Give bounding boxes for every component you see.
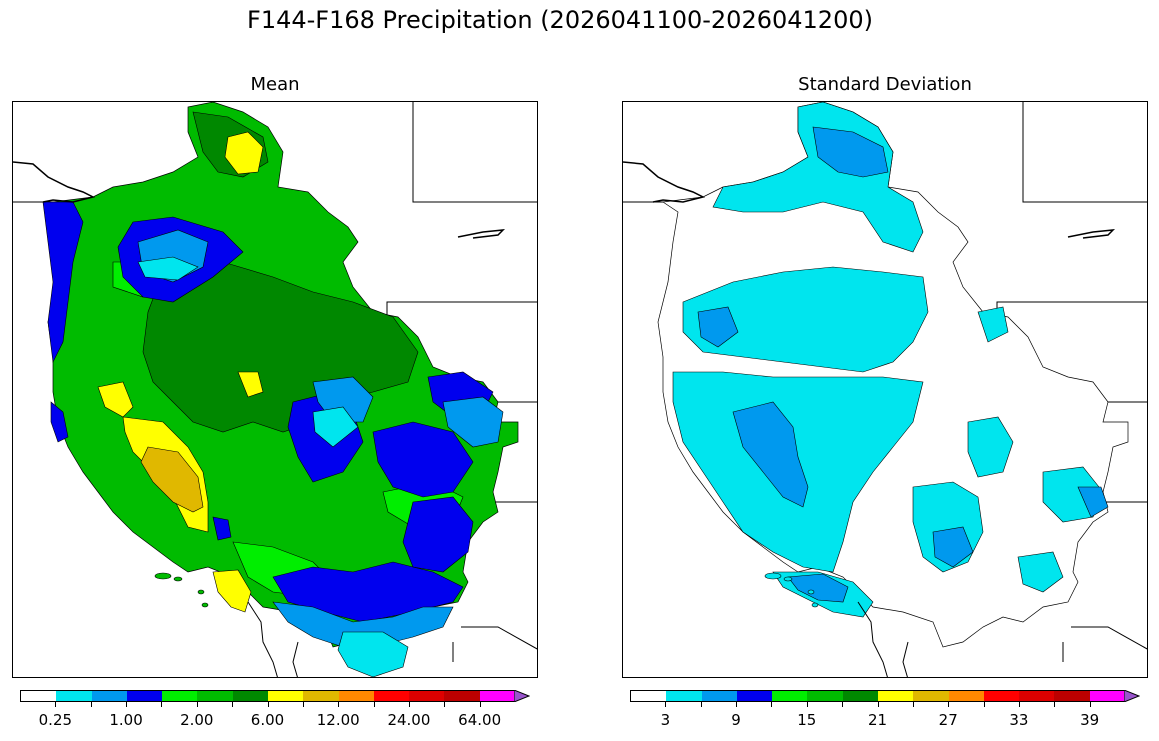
mean-colorbar-segment bbox=[373, 690, 410, 702]
std-colorbar-tick bbox=[912, 702, 914, 707]
std-colorbar-tick bbox=[736, 702, 738, 707]
std-colorbar-tick bbox=[877, 702, 879, 707]
mean-colorbar-tick bbox=[408, 702, 410, 707]
std-colorbar-label: 27 bbox=[938, 711, 958, 729]
std-map bbox=[622, 101, 1148, 678]
std-colorbar-segment bbox=[630, 690, 667, 702]
mean-colorbar-tick bbox=[444, 702, 446, 707]
figure-title: F144-F168 Precipitation (2026041100-2026… bbox=[247, 6, 873, 34]
mean-colorbar-label: 6.00 bbox=[250, 711, 285, 729]
std-colorbar-tick bbox=[983, 702, 985, 707]
mean-colorbar-tick bbox=[161, 702, 163, 707]
std-colorbar-segment bbox=[877, 690, 914, 702]
std-colorbar-tick bbox=[948, 702, 950, 707]
mean-colorbar-segment bbox=[162, 690, 198, 702]
mean-colorbar-tick bbox=[267, 702, 269, 707]
mean-colorbar-segment bbox=[126, 690, 163, 702]
std-colorbar-segment bbox=[842, 690, 878, 702]
mean-colorbar-tick bbox=[232, 702, 234, 707]
std-colorbar-tick bbox=[1089, 702, 1091, 707]
std-colorbar-segment bbox=[1089, 690, 1125, 702]
std-colorbar-tick bbox=[771, 702, 773, 707]
std-colorbar-tick bbox=[1018, 702, 1020, 707]
mean-colorbar-segment bbox=[91, 690, 127, 702]
std-colorbar-segment bbox=[1019, 690, 1055, 702]
std-colorbar bbox=[630, 690, 1125, 702]
mean-colorbar-tick bbox=[126, 702, 128, 707]
mean-map-svg bbox=[13, 102, 537, 677]
std-colorbar-tick bbox=[1054, 702, 1056, 707]
mean-colorbar-segment bbox=[197, 690, 233, 702]
mean-colorbar-segment bbox=[479, 690, 515, 702]
mean-colorbar-tick bbox=[338, 702, 340, 707]
mean-colorbar-tick bbox=[373, 702, 375, 707]
mean-colorbar-label: 24.00 bbox=[387, 711, 431, 729]
std-colorbar-label: 39 bbox=[1080, 711, 1100, 729]
std-colorbar-segment bbox=[948, 690, 984, 702]
std-colorbar-segment bbox=[736, 690, 773, 702]
std-colorbar-tick bbox=[700, 702, 702, 707]
std-map-svg bbox=[623, 102, 1147, 677]
mean-colorbar-segment bbox=[267, 690, 304, 702]
std-colorbar-segment bbox=[701, 690, 737, 702]
mean-panel-title: Mean bbox=[250, 74, 300, 95]
std-panel-title: Standard Deviation bbox=[798, 74, 972, 95]
mean-colorbar-label: 2.00 bbox=[180, 711, 214, 729]
mean-colorbar-segment bbox=[409, 690, 445, 702]
mean-colorbar-segment bbox=[20, 690, 57, 702]
std-colorbar-label: 33 bbox=[1009, 711, 1029, 729]
std-colorbar-tick bbox=[806, 702, 808, 707]
mean-colorbar-segment bbox=[56, 690, 92, 702]
mean-map bbox=[12, 101, 538, 678]
mean-colorbar bbox=[20, 690, 515, 702]
mean-colorbar-tick bbox=[90, 702, 92, 707]
std-colorbar-segment bbox=[983, 690, 1020, 702]
std-colorbar-segment bbox=[807, 690, 843, 702]
std-colorbar-segment bbox=[772, 690, 808, 702]
std-colorbar-segment bbox=[1054, 690, 1090, 702]
mean-colorbar-label: 64.00 bbox=[458, 711, 502, 729]
std-colorbar-label: 9 bbox=[731, 711, 741, 729]
std-colorbar-label: 3 bbox=[660, 711, 671, 729]
std-colorbar-arrow bbox=[1124, 690, 1140, 702]
mean-colorbar-tick bbox=[196, 702, 198, 707]
std-colorbar-label: 21 bbox=[867, 711, 888, 729]
std-colorbar-segment bbox=[666, 690, 702, 702]
mean-colorbar-arrow bbox=[514, 690, 530, 702]
mean-colorbar-tick bbox=[479, 702, 481, 707]
mean-colorbar-tick bbox=[55, 702, 57, 707]
mean-colorbar-segment bbox=[232, 690, 268, 702]
mean-colorbar-tick bbox=[302, 702, 304, 707]
mean-colorbar-segment bbox=[338, 690, 374, 702]
mean-colorbar-segment bbox=[303, 690, 339, 702]
mean-colorbar-segment bbox=[444, 690, 480, 702]
mean-colorbar-label: 12.00 bbox=[316, 711, 360, 729]
std-colorbar-segment bbox=[913, 690, 949, 702]
std-colorbar-label: 15 bbox=[797, 711, 817, 729]
std-colorbar-tick bbox=[842, 702, 844, 707]
mean-colorbar-label: 1.00 bbox=[109, 711, 143, 729]
mean-colorbar-label: 0.25 bbox=[38, 711, 73, 729]
std-colorbar-tick bbox=[665, 702, 667, 707]
